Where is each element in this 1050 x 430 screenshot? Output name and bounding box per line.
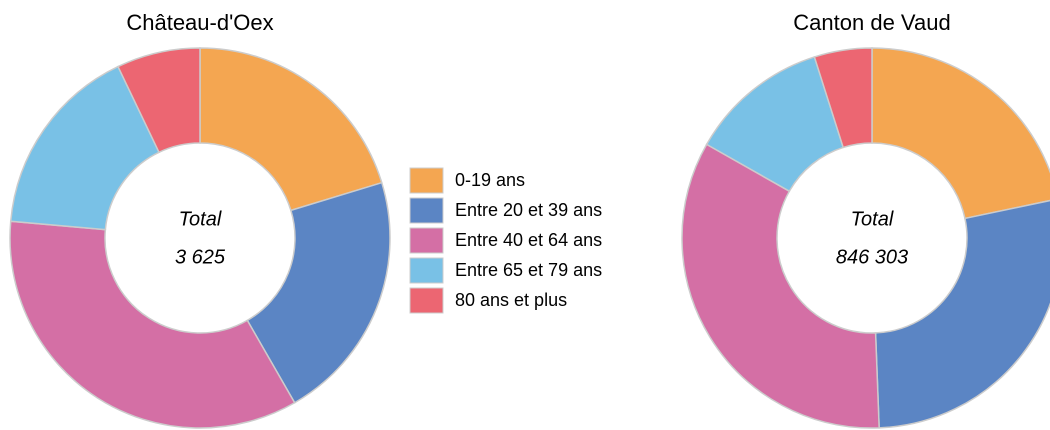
donut-slice: [681, 143, 880, 429]
legend-swatch: [409, 197, 444, 224]
donut-slice: [9, 220, 296, 429]
donut-slice: [871, 47, 1050, 220]
center-label: Total: [851, 208, 894, 230]
chart-title: Canton de Vaud: [793, 10, 950, 35]
legend-label: 80 ans et plus: [455, 290, 567, 310]
legend-swatch: [409, 257, 444, 284]
chart-title: Château-d'Oex: [126, 10, 273, 35]
legend-label: Entre 65 et 79 ans: [455, 260, 602, 280]
center-value: 3 625: [175, 246, 226, 268]
legend-swatch: [409, 287, 444, 314]
legend-swatch: [409, 227, 444, 254]
donut-slice: [246, 181, 391, 404]
donut-slice: [117, 47, 201, 154]
donut-slice: [874, 199, 1050, 429]
center-label: Total: [179, 208, 222, 230]
center-value: 846 303: [836, 246, 908, 268]
legend-swatch: [409, 167, 444, 194]
donut-slice: [813, 47, 873, 149]
legend-label: Entre 40 et 64 ans: [455, 230, 602, 250]
legend-label: 0-19 ans: [455, 170, 525, 190]
donut-slice: [9, 65, 161, 231]
legend-label: Entre 20 et 39 ans: [455, 200, 602, 220]
donut-slice: [199, 47, 383, 212]
